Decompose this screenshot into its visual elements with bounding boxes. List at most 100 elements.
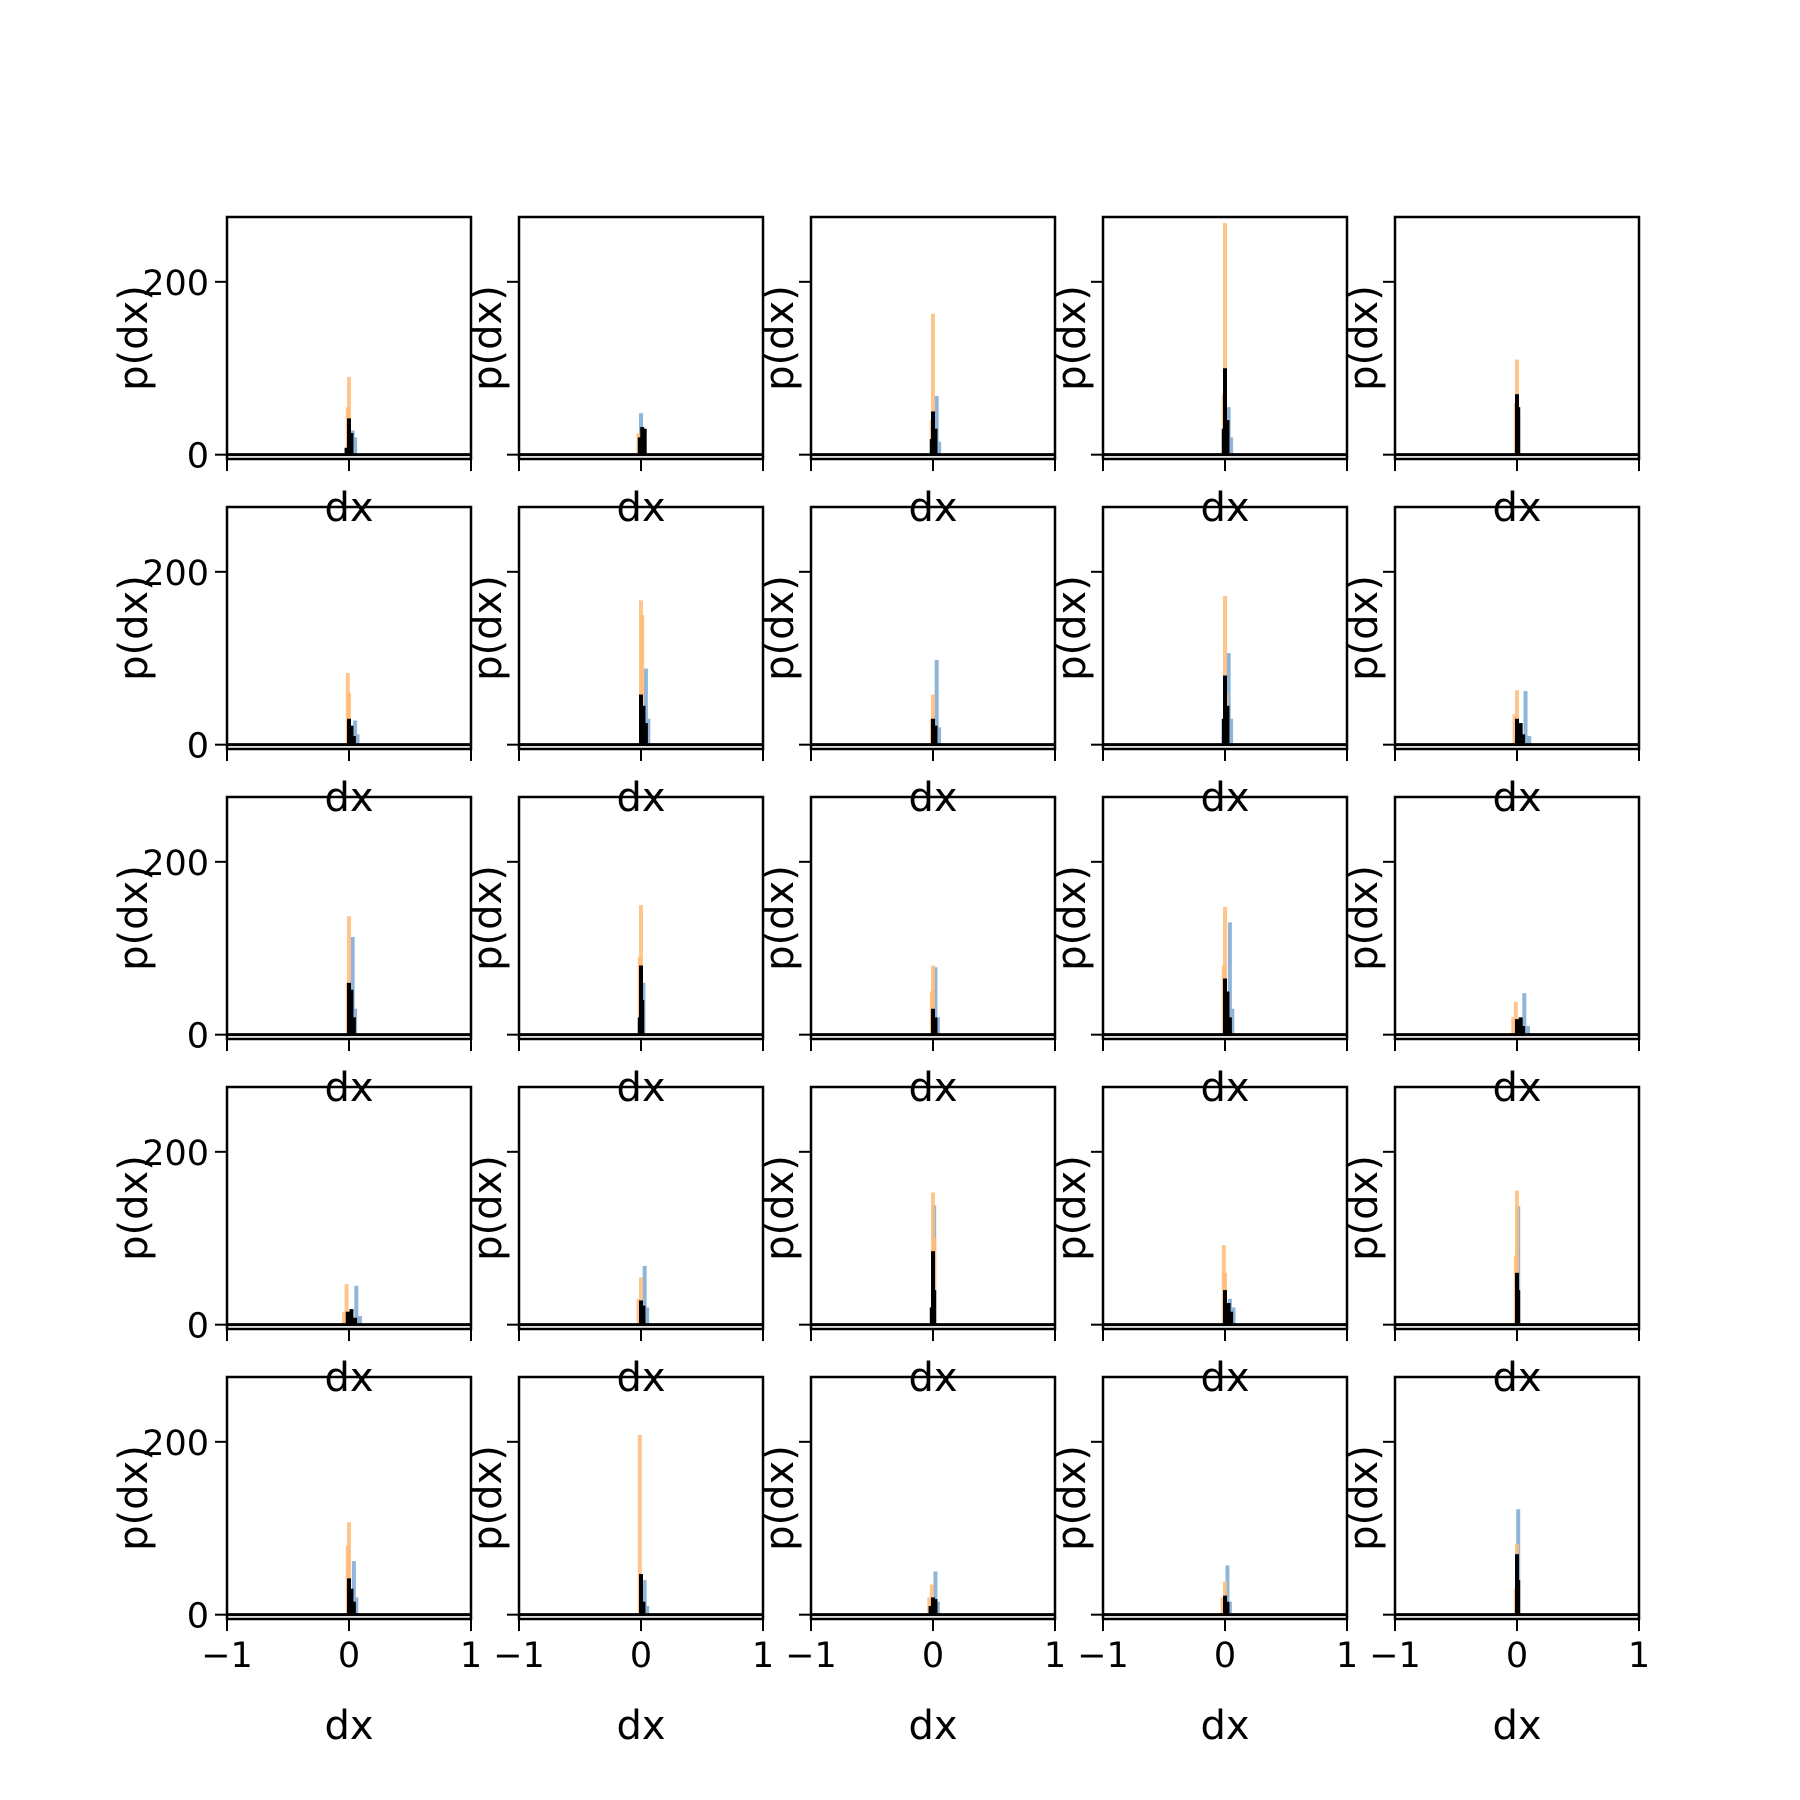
panel-8-ylabel: p(dx) bbox=[757, 575, 803, 681]
panel-11-black-bar-1 bbox=[347, 982, 351, 1035]
panel-18-black-bar-3 bbox=[929, 1307, 934, 1325]
panel-17-orange-bar-2 bbox=[636, 1298, 641, 1325]
panel-10-black-bar-3 bbox=[1521, 734, 1526, 745]
panel-10-orange-bar-1 bbox=[1515, 690, 1519, 745]
panel-14-black-bar-1 bbox=[1223, 978, 1227, 1035]
panel-15-blue-bar-2 bbox=[1525, 1026, 1530, 1035]
panel-9-black-bar-2 bbox=[1225, 705, 1230, 745]
panel-11-black-bar-2 bbox=[349, 989, 354, 1035]
panel-4-bars bbox=[1221, 223, 1234, 455]
panel-25-ylabel: p(dx) bbox=[1341, 1445, 1387, 1551]
panel-8-blue-bar-2 bbox=[937, 727, 942, 745]
panel-23-blue-bar-2 bbox=[935, 1601, 940, 1615]
panel-6-black-bar-1 bbox=[347, 718, 351, 745]
panel-4-black-bar-2 bbox=[1225, 420, 1230, 455]
panel-15-black-bar-2 bbox=[1518, 1017, 1523, 1035]
panel-23-black-bar-1 bbox=[931, 1597, 935, 1615]
panel-17-blue-bar-2 bbox=[645, 1307, 650, 1325]
panel-14-ylabel: p(dx) bbox=[1049, 865, 1095, 971]
panel-8-bars bbox=[929, 659, 942, 745]
panel-11-black-bar-3 bbox=[351, 1017, 356, 1035]
panel-4-black-bar-1 bbox=[1223, 368, 1227, 455]
panel-17-blue-bar-1 bbox=[642, 1265, 647, 1325]
panel-16-frame bbox=[225, 1085, 473, 1331]
panel-13-black-bar-1 bbox=[931, 1008, 935, 1035]
panel-21-xtick-label-3: 1 bbox=[460, 1636, 482, 1676]
panel-20-black-bar-2 bbox=[1516, 1290, 1521, 1325]
panel-11-orange-bar-1 bbox=[347, 916, 351, 1035]
panel-9-bars bbox=[1221, 596, 1234, 745]
panel-1-bars bbox=[344, 376, 358, 455]
panel-2-ylabel: p(dx) bbox=[465, 285, 511, 391]
panel-19-ylabel: p(dx) bbox=[1049, 1155, 1095, 1261]
panel-24-blue-bar-2 bbox=[1227, 1601, 1232, 1615]
panel-22-orange-bar-1 bbox=[637, 1434, 642, 1615]
panel-13-black-bar-2 bbox=[933, 1017, 938, 1035]
panel-22-black-bar-2 bbox=[641, 1601, 646, 1615]
panel-22-black-bar-1 bbox=[639, 1574, 643, 1615]
panel-13-bars bbox=[929, 965, 940, 1035]
panel-21-blue-bar-2 bbox=[354, 1597, 359, 1615]
panel-21-xtick-label-2: 0 bbox=[338, 1636, 360, 1676]
panel-10-blue-bar-1 bbox=[1523, 691, 1528, 745]
panel-24-xtick-label-2: 0 bbox=[1214, 1636, 1236, 1676]
panel-13-blue-bar-1 bbox=[933, 967, 938, 1035]
panel-3-black-bar-1 bbox=[931, 411, 935, 455]
panel-23-blue-bar-1 bbox=[933, 1571, 938, 1615]
panel-3-bars bbox=[929, 313, 942, 455]
panel-24-blue-bar-1 bbox=[1225, 1565, 1230, 1615]
panel-19-blue-bar-2 bbox=[1231, 1307, 1236, 1325]
panel-23-xtick-label-3: 1 bbox=[1044, 1636, 1066, 1676]
panel-4-black-bar-3 bbox=[1221, 428, 1226, 455]
panel-21-ylabel: p(dx) bbox=[111, 1445, 157, 1551]
panel-15-orange-bar-2 bbox=[1511, 1017, 1516, 1035]
panel-3-orange-bar-1 bbox=[931, 313, 935, 455]
panel-16-black-bar-3 bbox=[353, 1317, 358, 1325]
panel-15-orange-bar-1 bbox=[1513, 1001, 1518, 1035]
panel-21-bars bbox=[345, 1522, 359, 1615]
panel-21-black-bar-3 bbox=[351, 1601, 356, 1615]
panel-1-ytick-label-2: 200 bbox=[142, 264, 209, 304]
panel-17-ylabel: p(dx) bbox=[465, 1155, 511, 1261]
panel-16-orange-bar-1 bbox=[344, 1284, 349, 1325]
panel-2-black-bar-3 bbox=[642, 428, 647, 455]
panel-12-black-bar-3 bbox=[637, 1017, 642, 1035]
panel-23-xtick-label-2: 0 bbox=[922, 1636, 944, 1676]
panel-13-blue-bar-2 bbox=[935, 1017, 940, 1035]
panel-3-blue-bar-2 bbox=[937, 441, 942, 455]
panel-15-black-bar-1 bbox=[1515, 1019, 1519, 1035]
panel-16-ylabel: p(dx) bbox=[111, 1155, 157, 1261]
panel-7-ylabel: p(dx) bbox=[465, 575, 511, 681]
panel-22-xtick-label-3: 1 bbox=[752, 1636, 774, 1676]
panel-12-black-bar-2 bbox=[640, 1000, 645, 1035]
panel-18-black-bar-1 bbox=[931, 1251, 935, 1325]
panel-14-blue-bar-2 bbox=[1230, 1008, 1235, 1035]
panel-21-xlabel: dx bbox=[324, 1703, 373, 1749]
panel-15-black-bar-3 bbox=[1521, 1026, 1526, 1035]
panel-16-ytick-label-2: 200 bbox=[142, 1134, 209, 1174]
panel-11-ylabel: p(dx) bbox=[111, 865, 157, 971]
panel-23-bars bbox=[927, 1571, 940, 1615]
panel-1-blue-bar-2 bbox=[353, 437, 358, 455]
panel-5-bars bbox=[1513, 359, 1521, 455]
panel-16-orange-bar-2 bbox=[342, 1311, 347, 1325]
panel-7-blue-bar-1 bbox=[643, 668, 648, 745]
panel-15-bars bbox=[1511, 993, 1530, 1035]
panel-3-blue-bar-1 bbox=[934, 395, 939, 455]
panel-14-black-bar-3 bbox=[1227, 1017, 1232, 1035]
panel-10-black-bar-2 bbox=[1518, 723, 1523, 745]
panel-1-ytick-label-1: 0 bbox=[187, 437, 209, 477]
panel-14-bars bbox=[1221, 906, 1235, 1035]
panel-20-bars bbox=[1513, 1190, 1521, 1325]
panel-10-black-bar-1 bbox=[1515, 718, 1519, 745]
panel-11-bars bbox=[345, 916, 358, 1035]
panel-9-blue-bar-2 bbox=[1229, 718, 1234, 745]
panel-22-bars bbox=[637, 1434, 650, 1615]
panel-3-ylabel: p(dx) bbox=[757, 285, 803, 391]
panel-24-orange-bar-2 bbox=[1220, 1597, 1225, 1615]
panel-6-ytick-label-1: 0 bbox=[187, 727, 209, 767]
panel-7-blue-bar-2 bbox=[646, 718, 651, 745]
panel-1-black-bar-1 bbox=[347, 418, 351, 455]
panel-21-ytick-label-2: 200 bbox=[142, 1424, 209, 1464]
